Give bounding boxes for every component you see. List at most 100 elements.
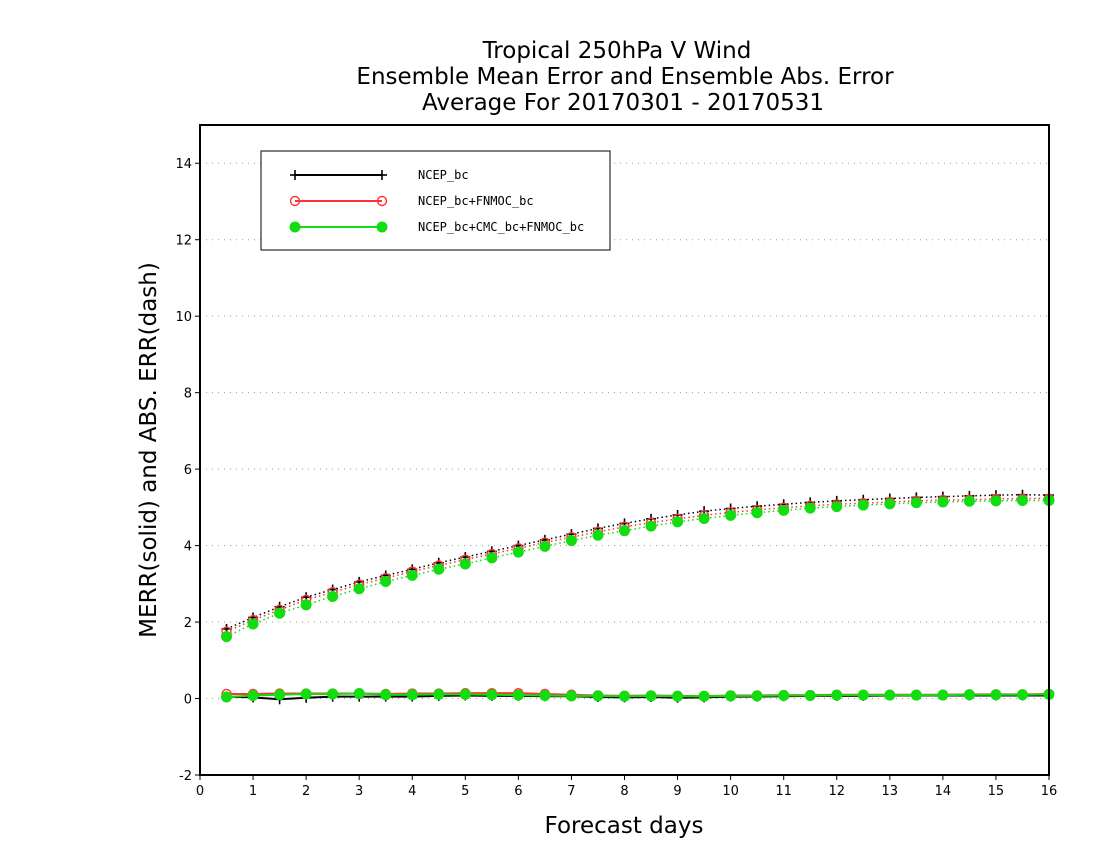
merr-point [380,689,392,701]
merr-point [300,688,312,700]
abs-err-point [778,504,790,516]
x-axis-label: Forecast days [545,813,704,839]
chart-title-line-1: Tropical 250hPa V Wind [482,38,752,64]
legend-marker [289,195,301,207]
merr-point [274,689,286,701]
chart-title-line-2: Ensemble Mean Error and Ensemble Abs. Er… [356,64,894,90]
abs-err-point [459,558,471,570]
abs-err-line [226,493,1050,630]
series-1 [221,493,1055,702]
merr-point [592,690,604,702]
merr-point [406,689,418,701]
abs-err-line [226,497,1049,633]
y-tick-label: 8 [184,387,192,402]
abs-err-point [672,516,684,528]
legend-item: NCEP_bc+FNMOC_bc [289,194,534,208]
legend-marker [377,170,387,180]
merr-point [804,689,816,701]
abs-err-point [539,540,551,552]
abs-err-point [937,496,949,508]
merr-point [672,690,684,702]
legend-label: NCEP_bc+CMC_bc+FNMOC_bc [418,220,584,234]
merr-point [698,690,710,702]
x-tick-label: 13 [882,784,899,799]
abs-err-point [990,495,1002,507]
merr-point [645,690,657,702]
abs-err-point [725,509,737,521]
merr-point [327,688,339,700]
merr-point [884,689,896,701]
merr-point [910,689,922,701]
abs-err-point [831,501,843,513]
x-tick-label: 4 [408,784,416,799]
series-0 [221,489,1054,705]
abs-err-point [857,499,869,511]
merr-point [831,689,843,701]
merr-point [1016,689,1028,701]
merr-point [778,689,790,701]
legend-item: NCEP_bc+CMC_bc+FNMOC_bc [289,220,584,234]
merr-point [459,688,471,700]
x-tick-label: 12 [828,784,845,799]
x-axis: 0 1 2 3 4 5 6 7 8 9 10 11 12 13 14 15 16 [196,775,1057,799]
x-tick-label: 1 [249,784,257,799]
y-axis: -2 0 2 4 6 8 10 12 14 [175,157,200,784]
abs-err-point [486,552,498,564]
abs-err-point [698,512,710,524]
legend-item: NCEP_bc [290,168,469,182]
abs-err-point [910,497,922,509]
x-tick-label: 15 [988,784,1005,799]
abs-err-point [274,607,286,619]
chart-title: Tropical 250hPa V Wind Ensemble Mean Err… [356,38,894,116]
y-tick-label: 0 [184,693,192,708]
y-tick-label: 2 [184,616,192,631]
abs-err-point [221,631,233,643]
legend-marker [376,195,388,207]
y-tick-label: 6 [184,463,192,478]
legend-label: NCEP_bc [418,168,469,182]
x-tick-label: 0 [196,784,204,799]
y-tick-label: -2 [179,769,192,784]
legend: NCEP_bc NCEP_bc+FNMOC_bc NCEP_bc+CMC_bc+FN… [260,150,611,251]
legend-marker [289,221,301,233]
abs-err-point [406,569,418,581]
merr-point [565,690,577,702]
legend-marker [290,170,300,180]
abs-err-point [353,583,365,595]
merr-point [751,690,763,702]
merr-point [619,690,630,702]
abs-err-line [226,499,1049,638]
y-tick-label: 4 [184,540,192,555]
abs-err-point [1016,494,1028,506]
merr-point [221,691,233,703]
legend-marker [376,221,388,233]
series-2 [221,494,1055,703]
x-tick-label: 7 [567,784,575,799]
y-tick-label: 10 [175,310,192,325]
abs-err-point [433,563,445,575]
x-tick-label: 14 [935,784,952,799]
y-tick-label: 12 [175,234,192,249]
abs-err-point [751,507,763,519]
abs-err-point [645,520,657,532]
y-tick-label: 14 [175,157,192,172]
gridlines [200,162,1049,776]
merr-point [725,690,737,702]
x-tick-label: 2 [302,784,310,799]
abs-err-point [300,599,312,611]
x-tick-label: 11 [775,784,792,799]
x-tick-label: 5 [461,784,469,799]
x-tick-label: 3 [355,784,363,799]
abs-err-point [512,546,524,558]
series-layer [221,489,1055,705]
abs-err-point [327,590,339,602]
abs-err-point [247,618,259,630]
merr-point [433,688,445,700]
x-tick-label: 10 [722,784,739,799]
merr-point [857,689,869,701]
merr-point [353,688,365,700]
merr-point [937,689,949,701]
abs-err-point [565,535,577,547]
merr-point [990,689,1002,701]
